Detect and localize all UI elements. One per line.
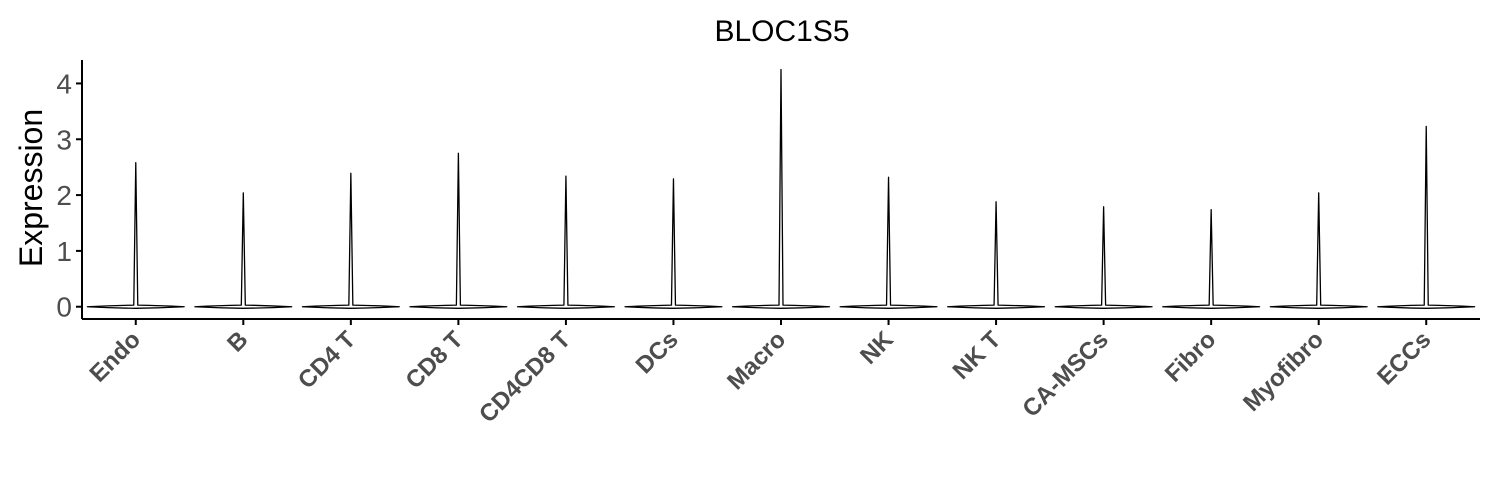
y-tick-label: 2: [56, 180, 72, 211]
y-axis-label: Expression: [13, 109, 49, 267]
x-tick-label: Myofibro: [1238, 326, 1329, 417]
y-tick-label: 1: [56, 236, 72, 267]
violin-shape: [839, 176, 938, 309]
violin-nk-t: [947, 201, 1046, 309]
y-tick-label: 0: [56, 292, 72, 323]
violins-layer: [86, 68, 1476, 309]
violin-ca-mscs: [1054, 206, 1153, 309]
violin-cd8-t: [409, 152, 508, 309]
violin-shape: [1269, 192, 1368, 309]
violin-shape: [86, 162, 185, 309]
violin-shape: [1162, 208, 1261, 309]
violin-shape: [409, 152, 508, 309]
x-tick-label: Endo: [84, 326, 146, 388]
violin-nk: [839, 176, 938, 309]
violin-shape: [194, 192, 293, 309]
violin-cd4-t: [301, 172, 400, 309]
violin-shape: [947, 201, 1046, 309]
violin-shape: [516, 175, 615, 309]
y-tick-label: 4: [56, 68, 72, 99]
chart-title: BLOC1S5: [714, 15, 849, 48]
y-tick-label: 3: [56, 124, 72, 155]
x-axis: Endo B CD4 T CD8 T CD4CD8 T DCs Macro NK NK T CA-…: [82, 318, 1480, 428]
violin-eccs: [1377, 125, 1476, 309]
x-tick-label: CA-MSCs: [1017, 326, 1113, 422]
violin-b: [194, 192, 293, 309]
x-tick-label: NK: [855, 326, 899, 370]
violin-endo: [86, 162, 185, 309]
violin-dcs: [624, 178, 723, 309]
x-tick-label: ECCs: [1372, 326, 1436, 390]
x-tick-label: NK T: [948, 326, 1007, 385]
violin-macro: [731, 68, 831, 309]
x-tick-label: Macro: [722, 326, 791, 395]
violin-shape: [1054, 206, 1153, 309]
violin-fibro: [1162, 208, 1261, 309]
x-tick-label: CD4CD8 T: [474, 326, 576, 428]
violin-shape: [731, 68, 831, 309]
violin-shape: [301, 172, 400, 309]
violin-shape: [624, 178, 723, 309]
x-tick-label: CD8 T: [401, 326, 469, 394]
violin-cd4cd8-t: [516, 175, 615, 309]
violin-myofibro: [1269, 192, 1368, 309]
y-axis: 0 1 2 3 4: [56, 60, 83, 323]
violin-shape: [1377, 125, 1476, 309]
x-tick-label: CD4 T: [293, 326, 361, 394]
x-tick-label: B: [222, 326, 253, 357]
x-tick-label: DCs: [631, 326, 684, 379]
x-tick-label: Fibro: [1160, 326, 1222, 388]
